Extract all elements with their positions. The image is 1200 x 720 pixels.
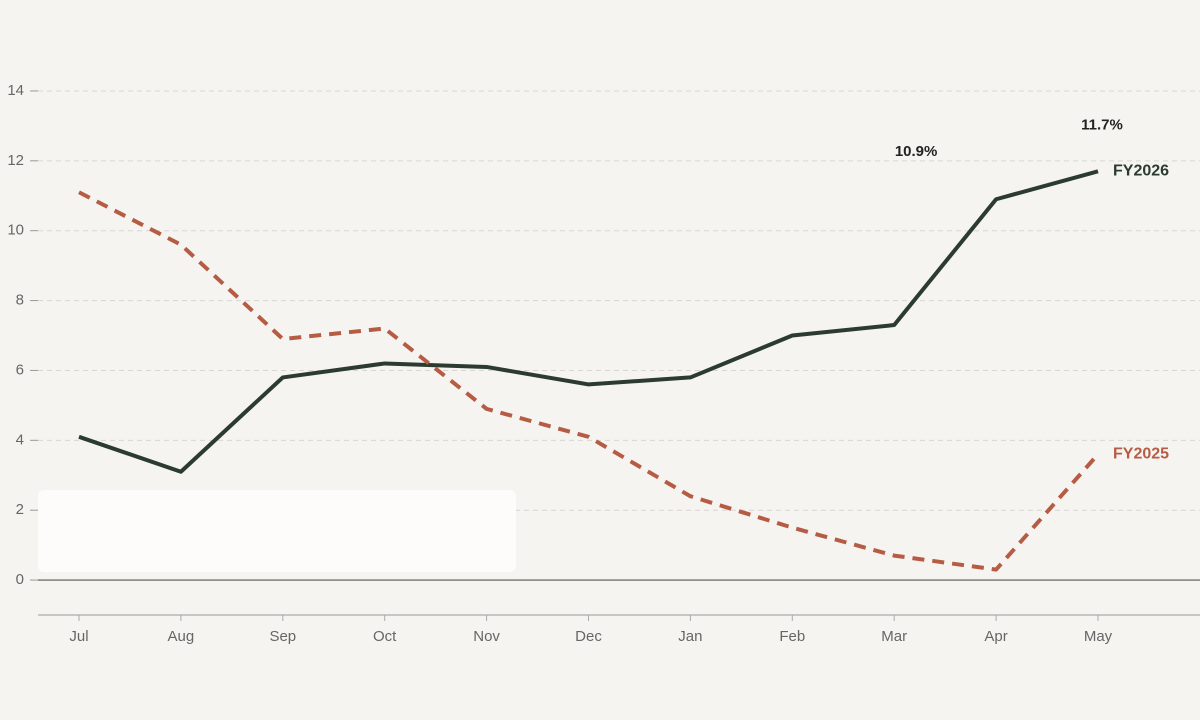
x-tick-label: Aug xyxy=(168,628,195,645)
data-label: 11.7% xyxy=(1081,116,1123,133)
x-tick-label: Nov xyxy=(473,628,500,645)
redaction xyxy=(38,490,516,572)
y-tick-label: 2 xyxy=(16,501,24,518)
series-label: FY2026 xyxy=(1113,163,1169,180)
y-tick-label: 10 xyxy=(7,222,24,239)
y-tick-label: 0 xyxy=(16,571,24,588)
x-tick-label: Apr xyxy=(984,628,1007,645)
x-tick-label: Sep xyxy=(269,628,296,645)
y-tick-label: 14 xyxy=(7,82,24,99)
y-tick-label: 6 xyxy=(16,361,24,378)
x-tick-label: Oct xyxy=(373,628,397,645)
data-label: 10.9% xyxy=(895,143,938,160)
series-line xyxy=(78,169,1099,474)
x-tick-label: Feb xyxy=(779,628,805,645)
series-label: FY2025 xyxy=(1113,446,1169,463)
y-tick-label: 8 xyxy=(16,292,24,309)
x-tick-label: Jan xyxy=(678,628,702,645)
x-tick-label: Dec xyxy=(575,628,602,645)
series-line xyxy=(78,190,1100,572)
x-tick-label: Mar xyxy=(881,628,907,645)
x-tick-label: Jul xyxy=(69,628,88,645)
y-tick-label: 4 xyxy=(16,431,24,448)
y-tick-label: 12 xyxy=(7,152,24,169)
x-tick-label: May xyxy=(1084,628,1113,645)
